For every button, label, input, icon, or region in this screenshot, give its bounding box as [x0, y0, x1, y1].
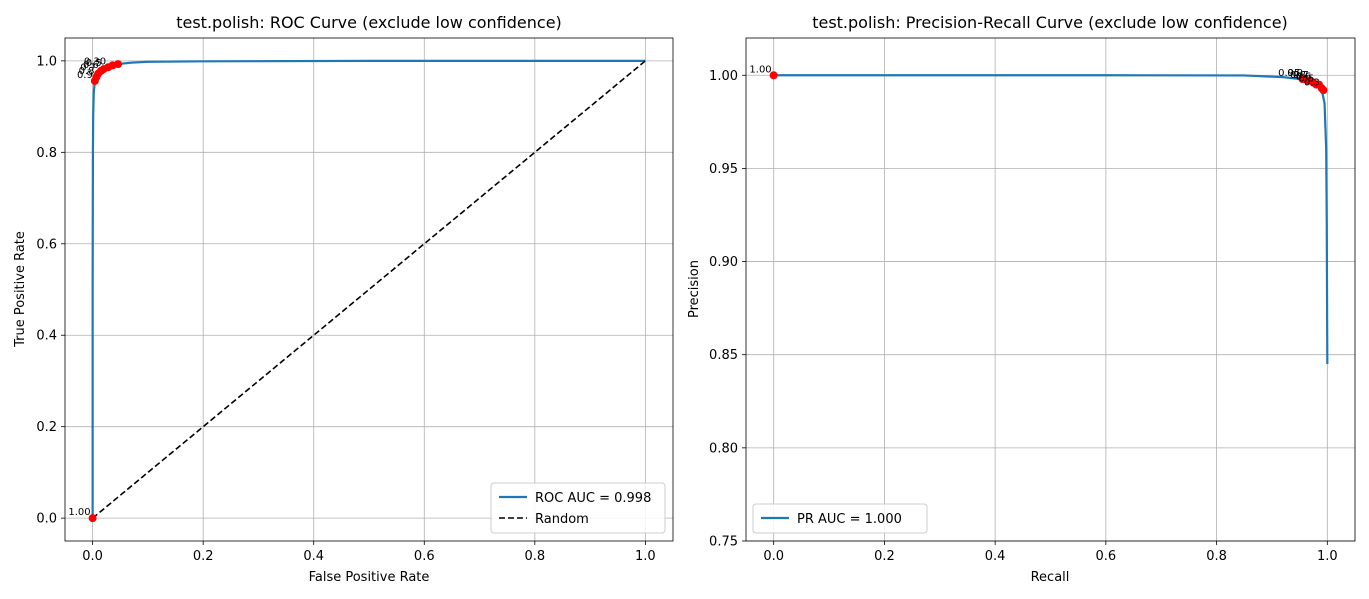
- pr-ytick-label-2: 0.85: [709, 348, 738, 363]
- pr-threshold-point-9: [1319, 86, 1328, 95]
- roc-ytick-label-5: 1.0: [36, 54, 57, 69]
- pr-axes-frame: [745, 37, 1356, 542]
- roc-legend-label-1: Random: [535, 512, 589, 527]
- pr-xtick-label-4: 0.8: [1206, 549, 1227, 564]
- pr-panel: test.polish: Precision-Recall Curve (exc…: [687, 13, 1356, 585]
- roc-legend-box: [490, 482, 666, 534]
- pr-threshold-point-0: [769, 71, 778, 80]
- pr-ytick-label-3: 0.90: [709, 255, 738, 270]
- roc-annotation-3: 0.7: [80, 63, 96, 74]
- roc-xtick-label-4: 0.8: [524, 549, 545, 564]
- pr-annotation-1: 0.95: [1278, 68, 1300, 79]
- pr-annotation-3: 0.8: [1290, 70, 1306, 81]
- pr-annotation-5: 0.6: [1296, 72, 1312, 83]
- roc-annotation-1: 0.9: [77, 70, 93, 81]
- roc-plot-area: [88, 59, 646, 523]
- roc-ytick-label-3: 0.6: [36, 237, 57, 252]
- roc-threshold-point-8: [114, 60, 123, 69]
- roc-panel: test.polish: ROC Curve (exclude low conf…: [13, 13, 674, 585]
- pr-xlabel: Recall: [1031, 570, 1070, 585]
- roc-annotation-0: 1.00: [68, 507, 90, 518]
- pr-xtick-label-2: 0.4: [985, 549, 1006, 564]
- roc-xtick-label-1: 0.2: [193, 549, 214, 564]
- pr-series-0-line: [773, 74, 1329, 365]
- roc-annotation-5: 0.5: [86, 58, 102, 69]
- pr-ylabel: Precision: [687, 260, 702, 318]
- roc-xtick-label-0: 0.0: [82, 549, 103, 564]
- pr-xtick-label-0: 0.0: [763, 549, 784, 564]
- pr-annotation-0: 1.00: [749, 64, 771, 75]
- pr-xtick-label-5: 1.0: [1317, 549, 1338, 564]
- pr-annotation-6: 0.5: [1298, 74, 1314, 85]
- roc-ytick-label-4: 0.8: [36, 146, 57, 161]
- pr-xtick-label-1: 0.2: [874, 549, 895, 564]
- roc-title: test.polish: ROC Curve (exclude low conf…: [176, 13, 562, 32]
- roc-annotation-4: 0.6: [83, 60, 99, 71]
- roc-series-1-line: [92, 60, 646, 519]
- pr-xtick-label-3: 0.6: [1096, 549, 1117, 564]
- roc-annotation-6: 0.30: [84, 56, 106, 67]
- pr-ytick-label-4: 0.95: [709, 162, 738, 177]
- roc-ytick-label-1: 0.2: [36, 420, 57, 435]
- roc-xlabel: False Positive Rate: [309, 570, 430, 585]
- pr-annotation-4: 0.7: [1293, 70, 1309, 81]
- pr-ytick-label-5: 1.00: [709, 69, 738, 84]
- pr-annotation-2: 0.9: [1287, 68, 1303, 79]
- pr-annotation-7: 0.3: [1304, 77, 1320, 88]
- roc-ytick-label-0: 0.0: [36, 512, 57, 527]
- pr-ytick-label-0: 0.75: [709, 535, 738, 550]
- pr-title: test.polish: Precision-Recall Curve (exc…: [812, 13, 1288, 32]
- pr-plot-area: [769, 71, 1329, 365]
- roc-axes-frame: [64, 37, 674, 542]
- roc-threshold-point-0: [88, 514, 97, 523]
- roc-legend-label-0: ROC AUC = 0.998: [535, 491, 651, 506]
- roc-series-0-line: [91, 59, 646, 519]
- pr-legend-label-0: PR AUC = 1.000: [797, 512, 902, 527]
- roc-xtick-label-3: 0.6: [414, 549, 435, 564]
- roc-ytick-label-2: 0.4: [36, 329, 57, 344]
- roc-annotation-2: 0.8: [79, 66, 95, 77]
- roc-xtick-label-2: 0.4: [303, 549, 324, 564]
- pr-legend-box: [752, 503, 928, 534]
- roc-xtick-label-5: 1.0: [635, 549, 656, 564]
- roc-ylabel: True Positive Rate: [13, 231, 28, 348]
- pr-ytick-label-1: 0.80: [709, 441, 738, 456]
